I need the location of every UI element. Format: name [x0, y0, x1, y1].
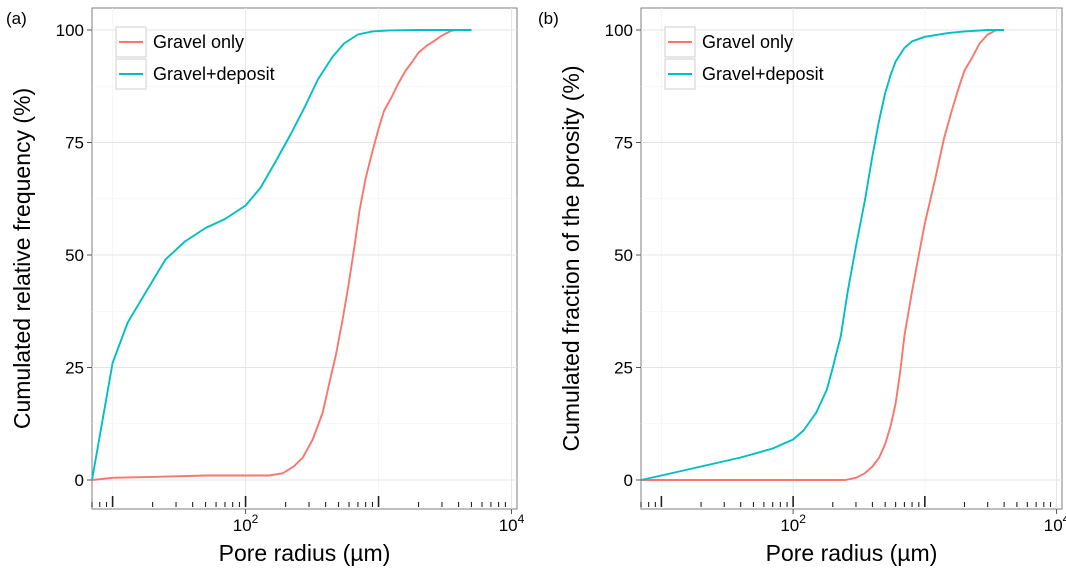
legend-label: Gravel+deposit	[702, 64, 824, 84]
y-tick-label: 0	[624, 471, 633, 490]
chart-panel-a: 0 25 50 75 100 102 104 Pore radius (µm) Cumulate…	[6, 7, 525, 566]
rug-marks	[640, 496, 1052, 507]
x-tick-label: 104	[1044, 512, 1066, 535]
legend-label: Gravel+deposit	[153, 64, 275, 84]
x-axis-label: Pore radius (µm)	[766, 540, 938, 566]
series-line-gravel-deposit	[91, 29, 472, 481]
y-tick-label: 100	[605, 21, 633, 40]
x-tick-label: 102	[233, 512, 259, 535]
panel-label: (b)	[538, 9, 559, 28]
y-axis-label: Cumulated relative frequency (%)	[9, 88, 35, 429]
y-tick-label: 0	[75, 471, 84, 490]
legend-label: Gravel only	[702, 32, 793, 52]
x-tick-label: 102	[780, 512, 806, 535]
y-tick-label: 75	[614, 134, 633, 153]
rug-marks	[91, 496, 506, 507]
x-tick-label: 104	[499, 512, 525, 535]
plot-area	[640, 7, 1063, 510]
legend: Gravel only Gravel+deposit	[664, 26, 824, 90]
grid-lines	[641, 8, 1062, 509]
series-line-gravel-only	[91, 29, 456, 481]
legend-label: Gravel only	[153, 32, 244, 52]
y-axis-label: Cumulated fraction of the porosity (%)	[558, 65, 584, 451]
x-axis-label: Pore radius (µm)	[219, 540, 391, 566]
y-tick-label: 100	[56, 21, 84, 40]
y-tick-label: 75	[65, 134, 84, 153]
grid-lines	[92, 8, 517, 509]
series-line-gravel-deposit	[640, 29, 1005, 481]
y-tick-label: 50	[65, 246, 84, 265]
y-tick-label: 25	[65, 359, 84, 378]
y-tick-label: 25	[614, 359, 633, 378]
plot-area	[91, 7, 518, 510]
panel-label: (a)	[6, 9, 27, 28]
chart-panel-b: 0 25 50 75 100 102 104 Pore radius (µm) Cumulate…	[538, 7, 1066, 566]
series-line-gravel-only	[641, 29, 997, 481]
legend: Gravel only Gravel+deposit	[115, 26, 275, 90]
y-tick-label: 50	[614, 246, 633, 265]
